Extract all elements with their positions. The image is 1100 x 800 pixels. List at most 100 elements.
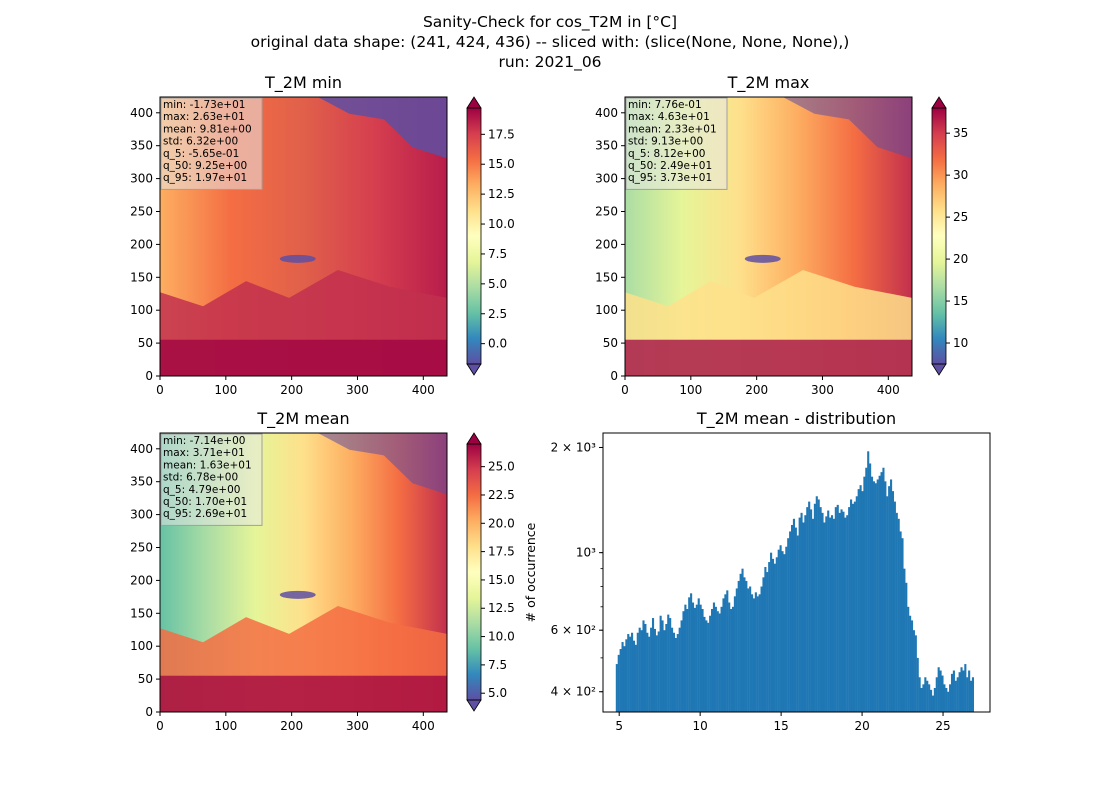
y-tick-label: 300 [130,508,153,522]
histogram-bar [619,649,622,712]
colorbar-tick-label: 5.0 [488,277,507,291]
panel-title: T_2M max [727,73,810,93]
x-tick-label: 5 [615,719,623,733]
heatmap-hot-band [160,339,447,376]
histogram-bar [754,592,757,712]
histogram-bar [834,507,837,712]
y-tick-label: 400 [130,106,153,120]
y-tick-label: 4 × 10² [551,685,597,699]
x-tick-label: 25 [935,719,950,733]
colorbar-tick-label: 17.5 [488,545,515,559]
histogram-bar [971,677,975,712]
histogram-bar [895,512,898,712]
y-tick-label: 50 [138,336,153,350]
colorbar-tick-label: 10.0 [488,630,515,644]
histogram-bar [899,531,902,712]
histogram-bar [920,687,923,712]
histogram-bar [918,677,921,712]
histogram-bar [688,597,691,712]
histogram-bar [802,522,805,712]
histogram-bar [969,680,973,712]
histogram-bar [863,476,866,712]
y-tick-label: 200 [130,237,153,251]
histogram-bar [777,549,780,712]
histogram-bar [625,639,628,712]
stats-line: min: -7.14e+00 [163,435,245,447]
histogram-bar [848,507,851,712]
histogram-bar [674,637,677,712]
histogram-bar [697,598,700,712]
histogram-bar [631,632,634,712]
histogram-bar [924,677,927,712]
histogram-bar [888,486,891,712]
histogram-bar [808,501,811,712]
stats-line: q_95: 2.69e+01 [163,508,247,520]
histogram-bar [952,670,955,712]
y-tick-label: 250 [130,540,153,554]
map-panel: T_2M mean 0 100 200 300 400 0 50 100 150 200 250 300… [130,409,515,733]
stats-line: min: 7.76e-01 [628,99,702,111]
histogram-bar [968,670,971,712]
x-tick-label: 100 [679,383,702,397]
histogram-bar [933,687,936,712]
histogram-bar [640,630,643,712]
histogram-bar [665,623,668,712]
histogram-bar [798,517,801,712]
y-tick-label: 150 [595,270,618,284]
histogram-bar [699,604,702,712]
stats-line: q_5: 8.12e+00 [628,148,705,160]
histogram-bar [928,684,931,712]
stats-line: std: 6.32e+00 [163,136,238,148]
histogram-bar [850,499,853,712]
histogram-bar [905,582,908,712]
histogram-bar [701,608,704,712]
colorbar-tick-label: 35 [953,126,968,140]
histogram-bar [766,572,769,712]
histogram-bar [718,613,721,712]
histogram-bar [728,602,731,712]
histogram-bar [661,620,664,712]
histogram-bar [726,590,729,712]
y-tick-label: 300 [595,172,618,186]
histogram-bar [964,664,967,712]
x-tick-label: 300 [346,719,369,733]
heatmap-alps-region [279,590,316,599]
stats-box [625,97,728,190]
histogram-bar [787,538,790,712]
y-tick-label: 50 [138,672,153,686]
histogram-bar [836,504,839,712]
histogram-bar [810,509,813,712]
colorbar-tick-label: 12.5 [488,601,515,615]
histogram-bar [768,562,771,712]
figure-title-line: run: 2021_06 [498,53,602,71]
histogram-bar [943,684,946,712]
histogram-bar [825,516,828,712]
y-tick-label: 100 [595,303,618,317]
x-tick-label: 0 [621,383,629,397]
histogram-bar [855,496,858,712]
colorbar-tick-label: 20 [953,252,968,266]
x-tick-label: 400 [412,383,435,397]
y-tick-label: 2 × 10³ [551,440,597,454]
stats-line: q_50: 2.49e+01 [628,160,712,172]
colorbar-tick-label: 0.0 [488,337,507,351]
histogram-bar [804,515,807,712]
histogram-bar [949,684,952,712]
histogram-bar [644,623,647,712]
histogram-bar [865,467,868,712]
histogram-bar [931,695,935,712]
histogram-bar [910,620,914,712]
colorbar-extend-min [466,363,482,376]
histogram-bar [962,670,965,712]
y-tick-label: 300 [130,172,153,186]
histogram-bar [867,451,870,712]
stats-line: min: -1.73e+01 [163,99,245,111]
x-tick-label: 0 [156,383,164,397]
histogram-bar [634,644,637,712]
histogram-bar [762,577,765,712]
histogram-bar [817,499,820,712]
histogram-bar [926,680,929,712]
colorbar-frame [466,443,482,701]
y-tick-label: 100 [130,303,153,317]
